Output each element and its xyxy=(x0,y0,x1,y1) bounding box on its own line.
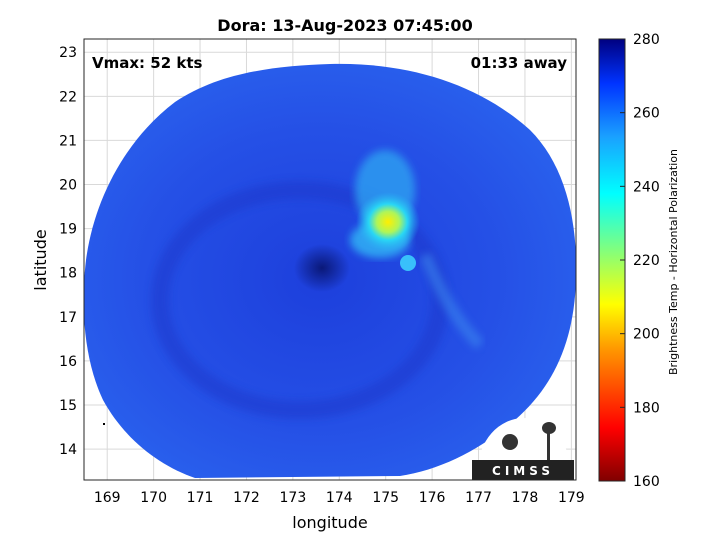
small-cell xyxy=(400,255,416,271)
y-tick-label: 21 xyxy=(59,133,77,149)
chart-title: Dora: 13-Aug-2023 07:45:00 xyxy=(217,16,472,35)
y-tick-label: 16 xyxy=(59,354,77,370)
y-tick-label: 18 xyxy=(59,266,77,282)
logo-band xyxy=(472,460,574,480)
x-tick-label: 179 xyxy=(558,490,585,506)
storm-eye xyxy=(294,244,350,292)
time-away-label: 01:33 away xyxy=(471,54,568,72)
x-tick-label: 178 xyxy=(512,490,539,506)
y-tick-label: 17 xyxy=(59,310,77,326)
y-tick-label: 22 xyxy=(59,89,77,105)
colorbar-tick-label: 240 xyxy=(633,179,660,195)
cold-core xyxy=(356,192,420,252)
colorbar-tick-label: 180 xyxy=(633,400,660,416)
x-tick-label: 176 xyxy=(419,490,446,506)
colorbar-tick-label: 200 xyxy=(633,327,660,343)
x-tick-labels: 169 170 171 172 173 174 175 176 177 178 179 xyxy=(94,490,585,506)
vmax-label: Vmax: 52 kts xyxy=(92,54,202,72)
x-tick-label: 175 xyxy=(372,490,399,506)
y-tick-label: 15 xyxy=(59,398,77,414)
brightness-temp-swath: CIMSS xyxy=(84,63,576,480)
logo-text: CIMSS xyxy=(492,464,554,478)
colorbar-label: Brightness Temp - Horizontal Polarizatio… xyxy=(667,149,680,375)
plot-border xyxy=(83,38,577,481)
colorbar-tick-labels: 280 260 240 220 200 180 160 xyxy=(620,32,660,490)
x-tick-label: 173 xyxy=(280,490,307,506)
y-tick-label: 19 xyxy=(59,222,77,238)
y-tick-label: 23 xyxy=(59,45,77,61)
colorbar-tick-label: 260 xyxy=(633,106,660,122)
rain-band-tail xyxy=(419,252,485,350)
artifact-mark xyxy=(103,423,105,425)
y-axis-label: latitude xyxy=(31,229,50,290)
x-axis-label: longitude xyxy=(292,513,367,532)
cimss-logo: CIMSS xyxy=(472,418,574,480)
x-tick-label: 177 xyxy=(465,490,492,506)
colorbar-tick-label: 220 xyxy=(633,253,660,269)
tower-icon xyxy=(547,430,550,460)
x-tick-label: 170 xyxy=(140,490,167,506)
x-tick-label: 174 xyxy=(326,490,353,506)
x-tick-label: 169 xyxy=(94,490,121,506)
y-tick-label: 20 xyxy=(59,178,77,194)
radar-dish-icon xyxy=(502,434,518,450)
colorbar-tick-label: 160 xyxy=(633,474,660,490)
x-tick-label: 171 xyxy=(187,490,214,506)
y-tick-label: 14 xyxy=(59,442,77,458)
colorbar-tick-label: 280 xyxy=(633,32,660,48)
y-tick-labels: 23 22 21 20 19 18 17 16 15 14 xyxy=(59,45,77,458)
water-tank-icon xyxy=(542,422,556,434)
x-tick-label: 172 xyxy=(233,490,260,506)
